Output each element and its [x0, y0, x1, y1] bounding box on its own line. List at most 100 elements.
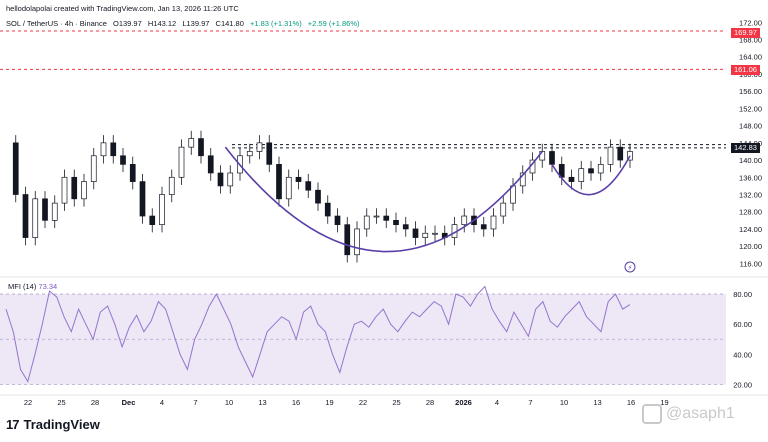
candle-body: [373, 215, 380, 218]
price-tick-label: 124.00: [739, 225, 762, 234]
ohlc-close: C141.80: [215, 19, 244, 28]
time-tick-label: 28: [426, 398, 434, 407]
candle-body: [110, 142, 117, 157]
symbol-info-line: SOL / TetherUS · 4h · Binance O139.97 H1…: [6, 19, 363, 28]
candle-body: [90, 155, 97, 182]
candle-body: [188, 138, 195, 148]
tradingview-logo-icon: 17: [6, 417, 20, 432]
time-tick-label: 4: [160, 398, 164, 407]
candle-body: [500, 202, 507, 217]
time-tick-label: 2026: [455, 398, 472, 407]
price-tick-label: 156.00: [739, 87, 762, 96]
candle-body: [51, 202, 58, 221]
candle-body: [12, 142, 19, 195]
candle-body: [578, 168, 585, 182]
candle-body: [71, 176, 78, 200]
mfi-name: MFI (14): [8, 282, 37, 291]
price-tick-label: 128.00: [739, 208, 762, 217]
time-tick-label: 13: [258, 398, 266, 407]
candle-body: [402, 224, 409, 230]
price-tick-label: 172.00: [739, 18, 762, 27]
symbol-name[interactable]: SOL / TetherUS · 4h · Binance: [6, 19, 107, 28]
cup-curve: [224, 146, 543, 253]
mfi-tick-label: 60.00: [733, 320, 752, 329]
mfi-tick-label: 80.00: [733, 290, 752, 299]
time-tick-label: 7: [193, 398, 197, 407]
candle-body: [168, 176, 175, 195]
ohlc-open: O139.97: [112, 19, 142, 28]
candle-body: [207, 155, 214, 174]
price-tick-label: 136.00: [739, 173, 762, 182]
upper-red-level-tag: 169.97: [731, 28, 760, 38]
candle-body: [149, 215, 156, 225]
ohlc-low: L139.97: [182, 19, 210, 28]
time-tick-label: 16: [627, 398, 635, 407]
current-price-tag: 142.83: [731, 143, 760, 153]
candle-body: [285, 176, 292, 200]
time-tick-label: 22: [24, 398, 32, 407]
price-tick-label: 116.00: [740, 259, 762, 268]
candle-body: [305, 181, 312, 191]
candle-body: [422, 232, 429, 238]
price-tick-label: 164.00: [739, 53, 762, 62]
candle-body: [129, 164, 136, 182]
candle-body: [81, 181, 87, 200]
mfi-value: 73.34: [38, 282, 58, 291]
price-tick-label: 148.00: [739, 122, 762, 131]
candle-body: [354, 228, 360, 256]
candle-body: [22, 194, 29, 238]
time-tick-label: Dec: [122, 398, 136, 407]
price-change: +1.83 (+1.31%): [249, 19, 302, 28]
price-change-2: +2.59 (+1.86%): [307, 19, 360, 28]
candle-body: [549, 151, 555, 165]
candle-body: [588, 168, 594, 174]
time-tick-label: 25: [392, 398, 400, 407]
candle-body: [383, 215, 390, 221]
time-tick-label: 19: [325, 398, 333, 407]
candle-body: [120, 155, 126, 165]
candle-body: [363, 215, 370, 230]
handle-curve: [551, 155, 631, 196]
candle-body: [295, 176, 302, 182]
candle-body: [432, 232, 438, 235]
candle-body: [178, 146, 185, 178]
price-tick-label: 152.00: [739, 104, 762, 113]
time-tick-label: 7: [528, 398, 532, 407]
time-tick-label: 13: [593, 398, 601, 407]
candle-body: [256, 142, 263, 152]
event-marker-icon: [624, 261, 636, 273]
candle-body: [315, 189, 321, 204]
candle-body: [412, 228, 419, 238]
time-tick-label: 22: [359, 398, 367, 407]
time-tick-label: 25: [57, 398, 65, 407]
candle-body: [480, 224, 487, 230]
candle-body: [61, 176, 68, 204]
watermark-icon: [642, 404, 662, 424]
tradingview-logo[interactable]: 17 TradingView: [6, 417, 100, 432]
mfi-indicator-label[interactable]: MFI (14) 73.34: [8, 282, 57, 291]
candle-body: [597, 164, 604, 174]
candle-body: [100, 142, 107, 157]
watermark-text: @asaph1: [666, 405, 735, 422]
candle-body: [227, 172, 234, 187]
ohlc-high: H143.12: [147, 19, 177, 28]
time-tick-label: 10: [560, 398, 568, 407]
mfi-line: [5, 285, 631, 383]
tradingview-logo-text: TradingView: [23, 417, 100, 432]
candle-body: [334, 215, 341, 225]
time-tick-label: 16: [292, 398, 300, 407]
chart-attribution: hellodolapolai created with TradingView.…: [6, 4, 239, 13]
candle-body: [568, 176, 575, 182]
candle-body: [217, 172, 224, 187]
watermark: @asaph1: [642, 404, 735, 424]
candle-body: [607, 146, 614, 165]
event-marker-glyph: ⚡: [628, 264, 633, 272]
lower-red-level-tag: 161.06: [731, 65, 760, 75]
candle-body: [324, 202, 331, 217]
price-tick-label: 120.00: [739, 242, 762, 251]
candle-body: [276, 164, 282, 200]
candle-body: [139, 181, 146, 217]
price-tick-label: 132.00: [739, 191, 762, 200]
mfi-tick-label: 20.00: [733, 380, 752, 389]
